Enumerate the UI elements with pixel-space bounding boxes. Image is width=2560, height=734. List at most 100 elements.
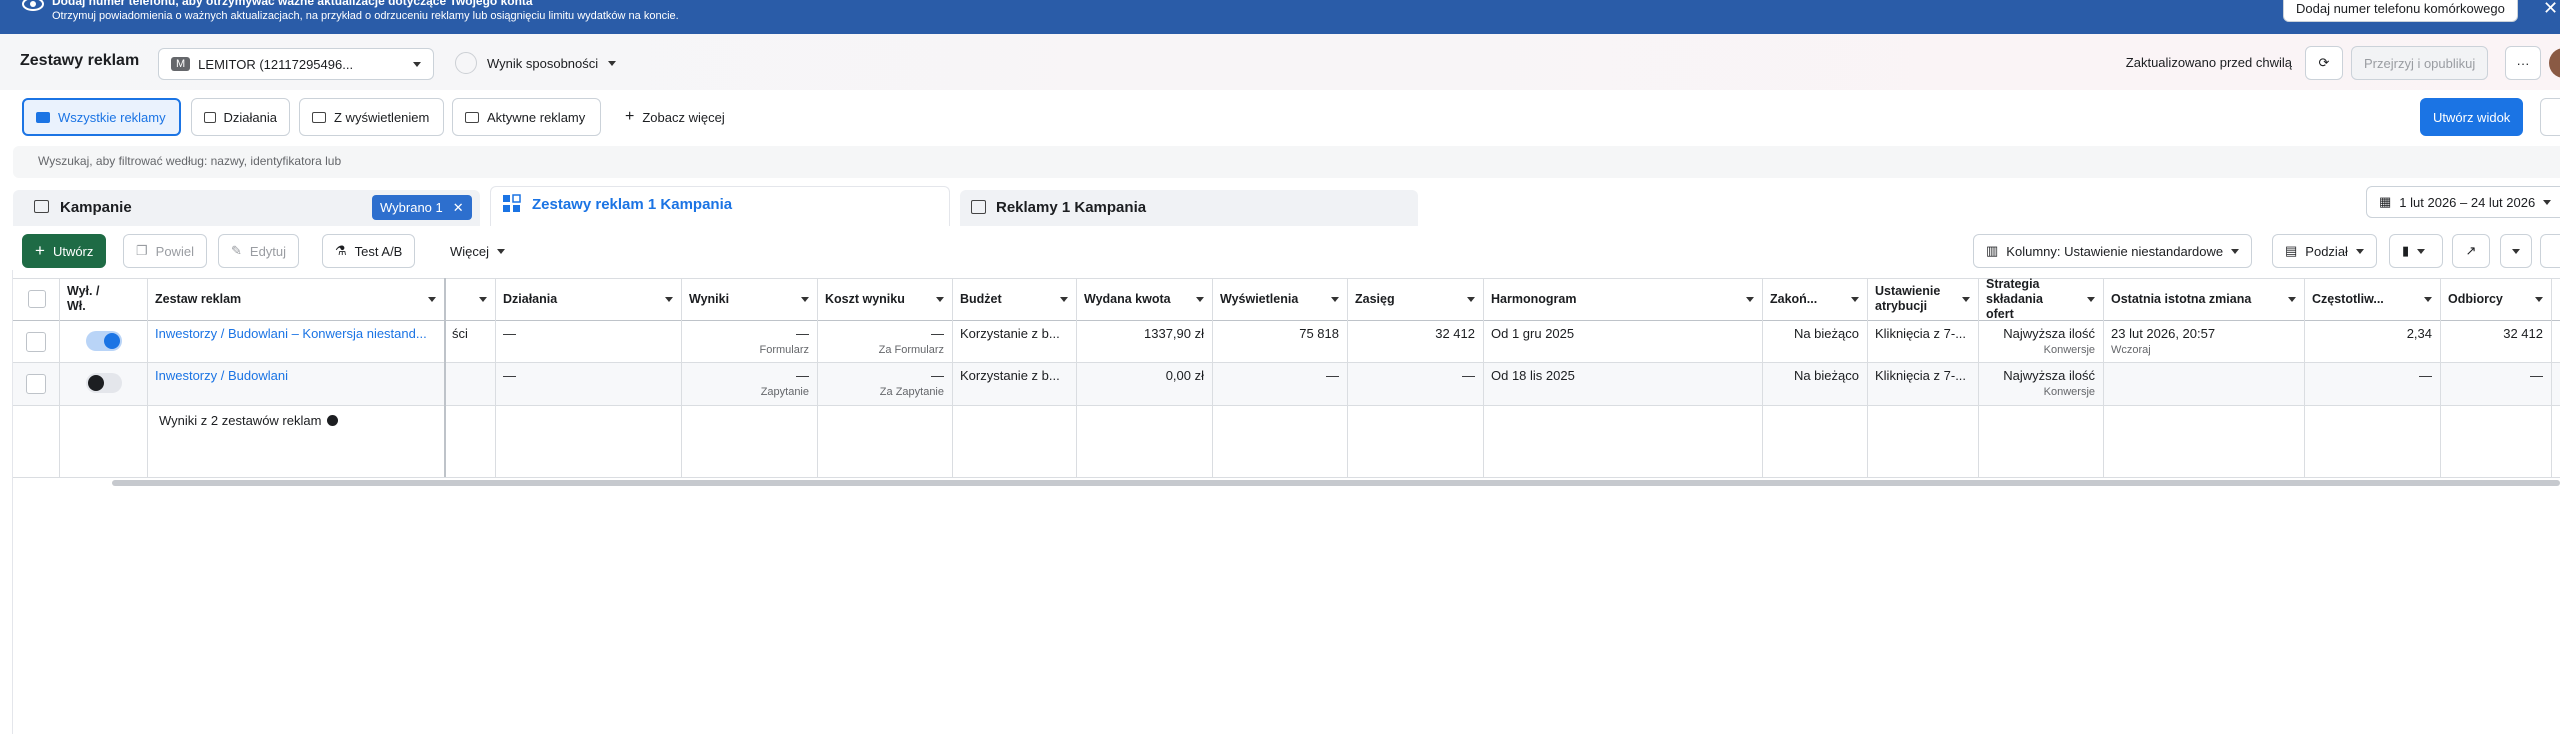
column-line bbox=[1483, 278, 1484, 477]
scrollbar[interactable] bbox=[112, 480, 2560, 486]
toggle[interactable] bbox=[86, 373, 122, 393]
column-header[interactable]: Wydana kwota bbox=[1076, 278, 1212, 320]
column-header[interactable]: Ustawienie atrybucji bbox=[1867, 278, 1978, 320]
cell-text: — bbox=[2419, 368, 2432, 383]
sort-menu bbox=[1467, 296, 1475, 302]
column-header[interactable]: Harmonogram bbox=[1483, 278, 1762, 320]
cell-sub: Wczoraj bbox=[2111, 344, 2151, 356]
cell-sub: Za Zapytanie bbox=[879, 386, 944, 398]
column-header-label: Odbiorcy bbox=[2448, 291, 2503, 306]
column-header[interactable]: Wyświetlenia bbox=[1212, 278, 1347, 320]
column-header[interactable]: Koszt wyniku bbox=[817, 278, 952, 320]
view-tab[interactable]: Działania bbox=[191, 98, 290, 136]
duplicate-label: Powiel bbox=[155, 243, 194, 259]
cell: — bbox=[2304, 362, 2440, 405]
cell: Na bieżąco bbox=[1762, 362, 1867, 405]
cell: Najwyższa ilość Konwersje bbox=[1978, 320, 2103, 362]
create-button[interactable]: + Utwórz bbox=[22, 234, 107, 268]
column-header-label: Wyniki bbox=[689, 291, 730, 306]
row-line bbox=[13, 405, 2560, 406]
sort-menu bbox=[1331, 296, 1339, 302]
column-header[interactable]: Odbiorcy bbox=[2440, 278, 2551, 320]
export-menu[interactable] bbox=[2500, 234, 2532, 268]
cell: 23 lut 2026, 20:57 Wczoraj bbox=[2103, 320, 2304, 362]
export-button[interactable]: ↗ bbox=[2452, 234, 2490, 268]
row-checkbox[interactable] bbox=[26, 374, 46, 394]
ab-test-button[interactable]: ⚗ Test A/B bbox=[322, 234, 416, 268]
updated-status: Zaktualizowano przed chwilą bbox=[2125, 55, 2292, 70]
sort-menu bbox=[2424, 296, 2432, 302]
column-header[interactable] bbox=[444, 278, 495, 320]
ads-tab[interactable] bbox=[960, 190, 1418, 226]
column-header-label: Wyświetlenia bbox=[1220, 291, 1299, 306]
date-picker[interactable]: ▦ 1 lut 2026 – 24 lut 2026 bbox=[2366, 186, 2560, 218]
selected-chip[interactable]: Wybrano 1 ✕ bbox=[372, 195, 472, 220]
edit-button[interactable]: ✎ Edytuj bbox=[218, 234, 300, 268]
banner-text: Otrzymuj powiadomienia o ważnych aktuali… bbox=[52, 10, 679, 22]
column-header-label: Zestaw reklam bbox=[155, 291, 242, 306]
column-header[interactable]: Ostatnia istotna zmiana bbox=[2103, 278, 2304, 320]
avatar[interactable] bbox=[2549, 48, 2560, 78]
cell-text: — bbox=[503, 368, 516, 383]
column-header-label: Częstotliw... bbox=[2312, 291, 2384, 306]
row-checkbox[interactable] bbox=[26, 332, 46, 352]
view-tab[interactable]: Z wyświetleniem bbox=[299, 98, 444, 136]
cell-text: Inwestorzy / Budowlani – Konwersja niest… bbox=[155, 326, 427, 341]
publish-button[interactable]: Przejrzyj i opublikuj bbox=[2351, 46, 2489, 80]
column-line bbox=[1347, 278, 1348, 477]
row-line bbox=[13, 362, 2560, 363]
column-header-label: Ostatnia istotna zmiana bbox=[2111, 291, 2252, 306]
more-button[interactable]: ··· bbox=[2505, 46, 2541, 80]
banner-button[interactable]: Dodaj numer telefonu komórkowego bbox=[2283, 0, 2518, 22]
column-line bbox=[817, 278, 818, 477]
column-line bbox=[1867, 278, 1868, 477]
sort-menu bbox=[2288, 296, 2296, 302]
cell-text: — bbox=[503, 326, 516, 341]
select-all[interactable] bbox=[28, 290, 46, 308]
view-tab-label: Z wyświetleniem bbox=[334, 109, 430, 125]
cell: 2,34 bbox=[2304, 320, 2440, 362]
cell-text: Kliknięcia z 7-... bbox=[1875, 326, 1967, 341]
close-icon[interactable]: ✕ bbox=[2543, 0, 2559, 18]
column-header[interactable]: Wył. / Wł. bbox=[59, 278, 147, 320]
cell: Od 1 gru 2025 bbox=[1483, 320, 1762, 362]
column-header-label: Wydana kwota bbox=[1084, 291, 1171, 306]
cell: Od 18 lis 2025 bbox=[1483, 362, 1762, 405]
eye-icon bbox=[22, 0, 44, 11]
cell: Korzystanie z b... bbox=[952, 320, 1076, 362]
cell[interactable]: Inwestorzy / Budowlani – Konwersja niest… bbox=[147, 320, 444, 362]
column-header[interactable]: Działania bbox=[495, 278, 681, 320]
column-header[interactable]: Wyniki bbox=[681, 278, 817, 320]
column-header[interactable]: Częstotliw... bbox=[2304, 278, 2440, 320]
column-header[interactable]: Budżet bbox=[952, 278, 1076, 320]
toggle[interactable] bbox=[86, 331, 122, 351]
adsets-tab[interactable] bbox=[490, 186, 950, 226]
column-line bbox=[2440, 278, 2441, 477]
chart-button[interactable] bbox=[2540, 234, 2560, 268]
breakdown-button[interactable]: ▤ Podział bbox=[2272, 234, 2377, 268]
summary: Wyniki z 2 zestawów reklam bbox=[147, 405, 350, 436]
reports-button[interactable]: ▮ bbox=[2389, 234, 2443, 268]
cell: — bbox=[1212, 362, 1347, 405]
duplicate-button[interactable]: ❐ Powiel bbox=[123, 234, 207, 268]
column-line bbox=[952, 278, 953, 477]
create-view[interactable]: Utwórz widok bbox=[2420, 98, 2524, 136]
see-more[interactable]: + Zobacz więcej bbox=[612, 100, 738, 134]
account-selector[interactable]: M LEMITOR (12117295496... bbox=[158, 48, 434, 80]
columns-button[interactable]: ▥ Kolumny: Ustawienie niestandardowe bbox=[1973, 234, 2253, 268]
cell-sub: Zapytanie bbox=[760, 386, 809, 398]
opportunity-score[interactable]: Wynik sposobności bbox=[455, 52, 617, 74]
column-header[interactable]: Zestaw reklam bbox=[147, 278, 444, 320]
more-actions[interactable]: Więcej bbox=[437, 234, 519, 268]
settings-button[interactable] bbox=[2540, 98, 2560, 136]
cell[interactable]: Inwestorzy / Budowlani bbox=[147, 362, 444, 405]
search-box[interactable] bbox=[13, 146, 2560, 178]
column-header[interactable]: Strategia składania ofert bbox=[1978, 278, 2103, 320]
view-tab[interactable]: Wszystkie reklamy bbox=[22, 98, 181, 136]
view-tab[interactable]: Aktywne reklamy bbox=[452, 98, 601, 136]
column-header[interactable]: Zakoń... bbox=[1762, 278, 1867, 320]
column-header[interactable]: Zasięg bbox=[1347, 278, 1483, 320]
cell-text: ści bbox=[452, 326, 468, 341]
refresh-button[interactable]: ⟳ bbox=[2305, 46, 2343, 80]
cell: 75 818 bbox=[1212, 320, 1347, 362]
